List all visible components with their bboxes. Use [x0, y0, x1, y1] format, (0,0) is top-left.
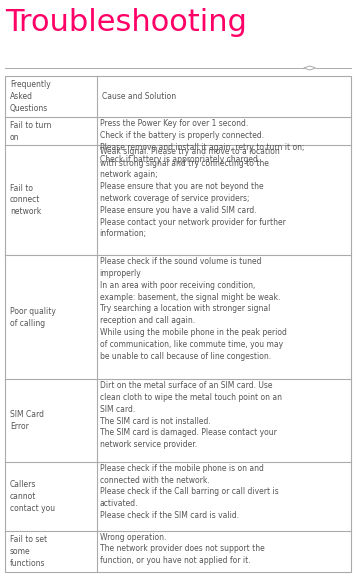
Text: Callers
cannot
contact you: Callers cannot contact you	[10, 480, 55, 512]
Text: Troubleshooting: Troubleshooting	[5, 8, 247, 37]
Text: Press the Power Key for over 1 second.
Check if the battery is properly connecte: Press the Power Key for over 1 second. C…	[100, 119, 304, 164]
Text: Frequently
Asked
Questions: Frequently Asked Questions	[10, 80, 51, 113]
Text: Please check if the sound volume is tuned
improperly
In an area with poor receiv: Please check if the sound volume is tune…	[100, 257, 287, 361]
Text: Fail to turn
on: Fail to turn on	[10, 121, 51, 141]
Text: SIM Card
Error: SIM Card Error	[10, 410, 44, 431]
Text: Fail to
connect
network: Fail to connect network	[10, 183, 41, 216]
Text: Poor quality
of calling: Poor quality of calling	[10, 307, 56, 328]
Text: Please check if the mobile phone is on and
connected with the network.
Please ch: Please check if the mobile phone is on a…	[100, 464, 278, 520]
Text: Fail to set
some
functions: Fail to set some functions	[10, 535, 47, 568]
Text: Cause and Solution: Cause and Solution	[102, 92, 176, 101]
Text: Dirt on the metal surface of an SIM card. Use
clean cloth to wipe the metal touc: Dirt on the metal surface of an SIM card…	[100, 381, 282, 449]
Bar	[5, 76, 351, 572]
Text: Weak signal. Please try and move to a location
with strong signal and try connec: Weak signal. Please try and move to a lo…	[100, 147, 286, 238]
Text: Wrong operation.
The network provider does not support the
function, or you have: Wrong operation. The network provider do…	[100, 533, 265, 565]
